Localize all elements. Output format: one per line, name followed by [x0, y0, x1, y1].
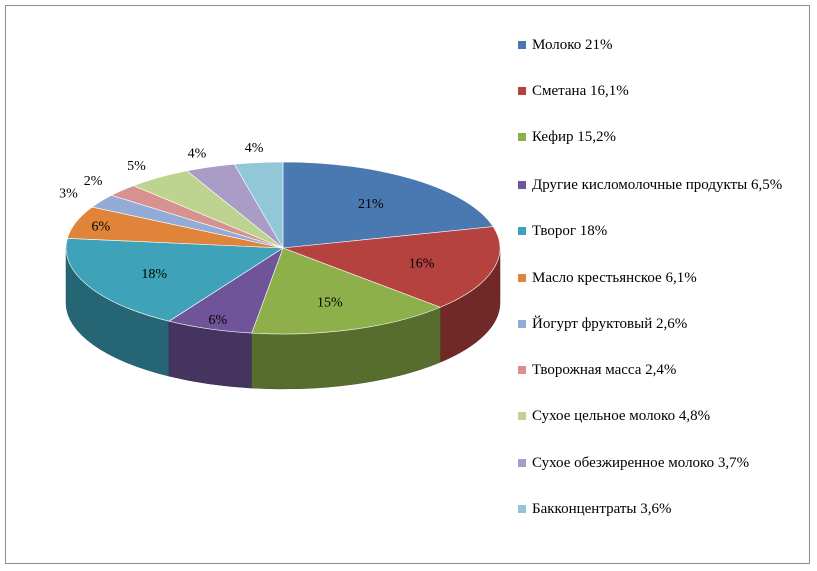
- pie-data-label-8: 5%: [127, 159, 146, 174]
- pie-slice-0: [282, 161, 494, 249]
- pie-data-label-2: 15%: [317, 296, 343, 311]
- legend-swatch: [518, 227, 526, 235]
- legend-label: Йогурт фруктовый 2,6%: [532, 316, 688, 332]
- pie-slice-4: [65, 237, 284, 322]
- legend-swatch: [518, 133, 526, 141]
- legend-swatch: [518, 181, 526, 189]
- pie-slice-1: [282, 226, 501, 308]
- legend-label: Сухое обезжиренное молоко 3,7%: [532, 455, 750, 471]
- pie-data-label-0: 21%: [358, 197, 384, 212]
- pie-tops: [65, 161, 501, 335]
- legend-swatch: [518, 505, 526, 513]
- legend-swatch: [518, 87, 526, 95]
- legend-item: Кефир 15,2%: [518, 128, 808, 146]
- legend-label: Сухое цельное молоко 4,8%: [532, 408, 711, 424]
- legend-item: Творожная масса 2,4%: [518, 361, 808, 379]
- pie-data-label-9: 4%: [188, 146, 207, 161]
- legend-item: Сухое цельное молоко 4,8%: [518, 407, 808, 425]
- pie-sides: [65, 247, 501, 390]
- legend-item: Молоко 21%: [518, 36, 808, 54]
- legend-label: Сметана 16,1%: [532, 83, 629, 99]
- legend-label: Бакконцентраты 3,6%: [532, 501, 672, 517]
- legend-label: Масло крестьянское 6,1%: [532, 270, 697, 286]
- legend-item: Бакконцентраты 3,6%: [518, 500, 808, 518]
- pie-data-label-7: 2%: [84, 174, 103, 189]
- pie-data-label-3: 6%: [208, 313, 227, 328]
- legend-item: Творог 18%: [518, 222, 808, 240]
- pie-data-label-5: 6%: [91, 219, 110, 234]
- legend-swatch: [518, 366, 526, 374]
- pie-slice-2: [251, 247, 442, 335]
- pie-data-label-1: 16%: [409, 256, 435, 271]
- legend-item: Масло крестьянское 6,1%: [518, 269, 808, 287]
- legend-label: Творожная масса 2,4%: [532, 362, 677, 378]
- legend-swatch: [518, 459, 526, 467]
- legend-label: Творог 18%: [532, 223, 608, 239]
- pie-data-label-4: 18%: [141, 267, 167, 282]
- pie-data-label-10: 4%: [245, 141, 264, 156]
- legend-label: Другие кисломолочные продукты 6,5%: [532, 177, 783, 193]
- legend-item: Другие кисломолочные продукты 6,5%: [518, 176, 808, 194]
- legend-swatch: [518, 320, 526, 328]
- legend-swatch: [518, 274, 526, 282]
- legend-item: Йогурт фруктовый 2,6%: [518, 315, 808, 333]
- legend-swatch: [518, 412, 526, 420]
- legend-item: Сметана 16,1%: [518, 82, 808, 100]
- pie-data-label-6: 3%: [59, 187, 78, 202]
- pie-labels: 21% 16% 15% 6% 18% 6% 3% 2% 5% 4% 4%: [59, 141, 435, 328]
- pie-slice-10: [233, 161, 284, 250]
- legend-label: Молоко 21%: [532, 37, 613, 53]
- legend-item: Сухое обезжиренное молоко 3,7%: [518, 454, 808, 472]
- legend-swatch: [518, 41, 526, 49]
- legend-label: Кефир 15,2%: [532, 129, 617, 145]
